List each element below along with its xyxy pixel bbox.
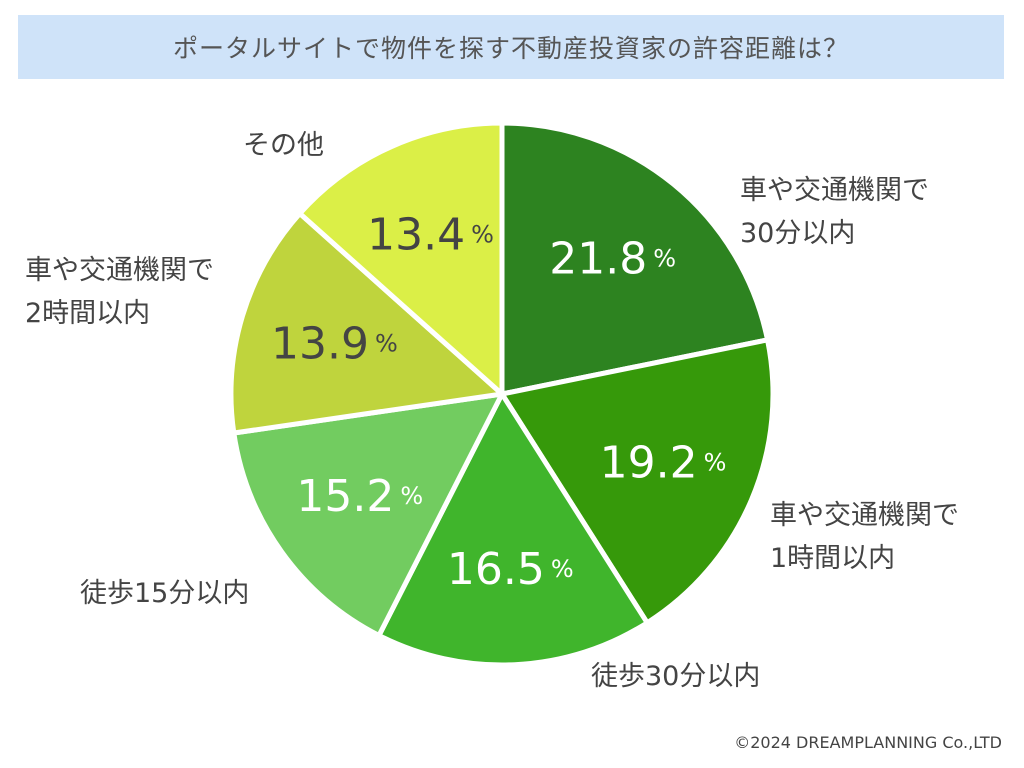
chart-title: ポータルサイトで物件を探す不動産投資家の許容距離は？: [172, 34, 849, 63]
category-label-other: その他: [243, 124, 324, 167]
pie-slice-other: [297, 120, 505, 397]
category-label-line: 2時間以内: [25, 298, 151, 329]
category-label-line: 車や交通機関で: [25, 255, 214, 286]
category-label-car-1hour: 車や交通機関で 1時間以内: [770, 494, 959, 580]
value-label-car-1hour: 19.2%: [600, 437, 727, 488]
chart-title-bar: ポータルサイトで物件を探す不動産投資家の許容距離は？: [18, 15, 1004, 79]
category-label-line: 徒歩30分以内: [591, 661, 761, 692]
category-label-line: 30分以内: [740, 218, 856, 249]
category-label-line: 車や交通機関で: [740, 175, 929, 206]
pie-slice-car-30min: [499, 120, 771, 397]
category-label-line: 車や交通機関で: [770, 500, 959, 531]
pie-slice-car-1hour: [499, 337, 776, 626]
pie-slice-walk-30min: [376, 391, 650, 668]
value-label-walk-15min: 15.2%: [296, 470, 423, 521]
category-label-line: 1時間以内: [770, 543, 896, 574]
pie-slice-car-2hours: [228, 211, 505, 436]
category-label-car-2hours: 車や交通機関で 2時間以内: [25, 249, 214, 335]
category-label-line: 徒歩15分以内: [80, 578, 250, 609]
copyright-text: ©2024 DREAMPLANNING Co.,LTD: [734, 733, 1002, 752]
value-label-car-2hours: 13.9%: [271, 318, 398, 369]
category-label-walk-15min: 徒歩15分以内: [80, 572, 249, 615]
pie-slice-walk-15min: [231, 391, 505, 638]
value-label-walk-30min: 16.5%: [447, 543, 574, 594]
category-label-line: その他: [243, 130, 324, 161]
value-label-car-30min: 21.8%: [549, 233, 676, 284]
value-label-other: 13.4%: [367, 209, 494, 260]
category-label-car-30min: 車や交通機関で 30分以内: [740, 169, 929, 255]
category-label-walk-30min: 徒歩30分以内: [591, 655, 760, 698]
